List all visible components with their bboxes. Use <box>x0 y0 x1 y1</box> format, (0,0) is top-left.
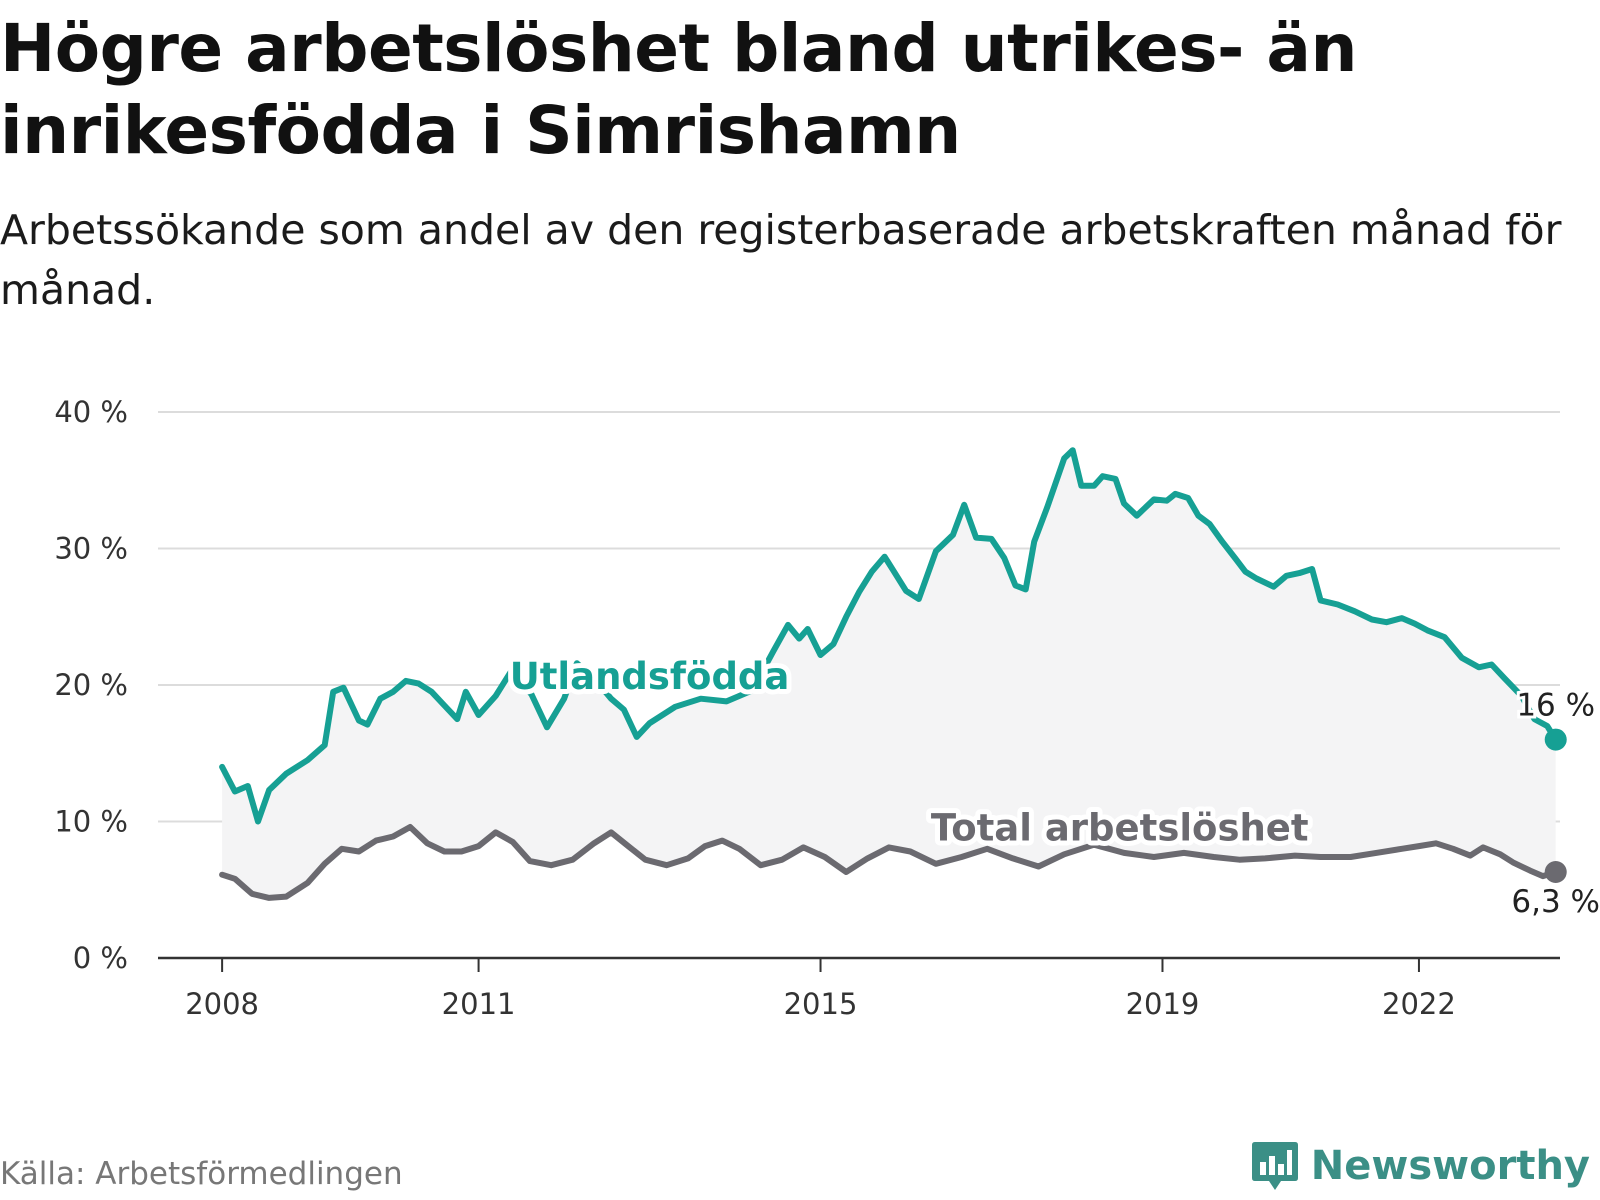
brand-logo[interactable]: Newsworthy <box>1251 1140 1590 1192</box>
chart-subtitle: Arbetssökande som andel av den registerb… <box>0 206 1562 314</box>
axes: 0 % 10 % 20 % 30 % 40 % 2008 2011 2015 2019 2022 <box>54 395 1560 1020</box>
series-label-total: Total arbetslöshet <box>931 807 1309 850</box>
y-tick-label: 0 % <box>73 941 128 975</box>
brand-name: Newsworthy <box>1310 1143 1590 1189</box>
series-labels: Utlandsfödda Total arbetslöshet 16 % 6,3 % <box>505 650 1600 923</box>
line-chart: 0 %10 %20 %30 %40 %2008 2011 2015 2019 2022 … <box>54 395 1600 1020</box>
y-tick-label: 20 % <box>54 668 128 702</box>
band-area <box>222 450 1556 898</box>
end-point <box>1544 728 1567 751</box>
x-tick-label: 2022 <box>1382 987 1456 1020</box>
y-tick-label: 10 % <box>54 805 128 839</box>
series-lines <box>219 447 1567 901</box>
bar-chart-icon <box>1251 1142 1298 1190</box>
source-note: Källa: Arbetsförmedlingen <box>0 1156 403 1192</box>
chart-title: Högre arbetslöshet bland utrikes- än inr… <box>0 10 1357 169</box>
series-line-utlandsfodda <box>219 447 1559 825</box>
series-label-utlandsfodda: Utlandsfödda <box>510 655 790 698</box>
end-label-utlandsfodda: 16 % <box>1516 688 1595 724</box>
y-tick-label: 30 % <box>54 532 128 566</box>
x-tick-label: 2015 <box>784 987 858 1020</box>
range-band <box>222 450 1556 898</box>
x-tick-label: 2019 <box>1126 987 1200 1020</box>
end-point <box>1544 861 1567 884</box>
end-label-total: 6,3 % <box>1511 884 1600 920</box>
series-line-total <box>219 824 1559 901</box>
x-tick-label: 2008 <box>185 987 259 1020</box>
x-tick-label: 2011 <box>442 987 516 1020</box>
y-tick-label: 40 % <box>54 395 128 429</box>
